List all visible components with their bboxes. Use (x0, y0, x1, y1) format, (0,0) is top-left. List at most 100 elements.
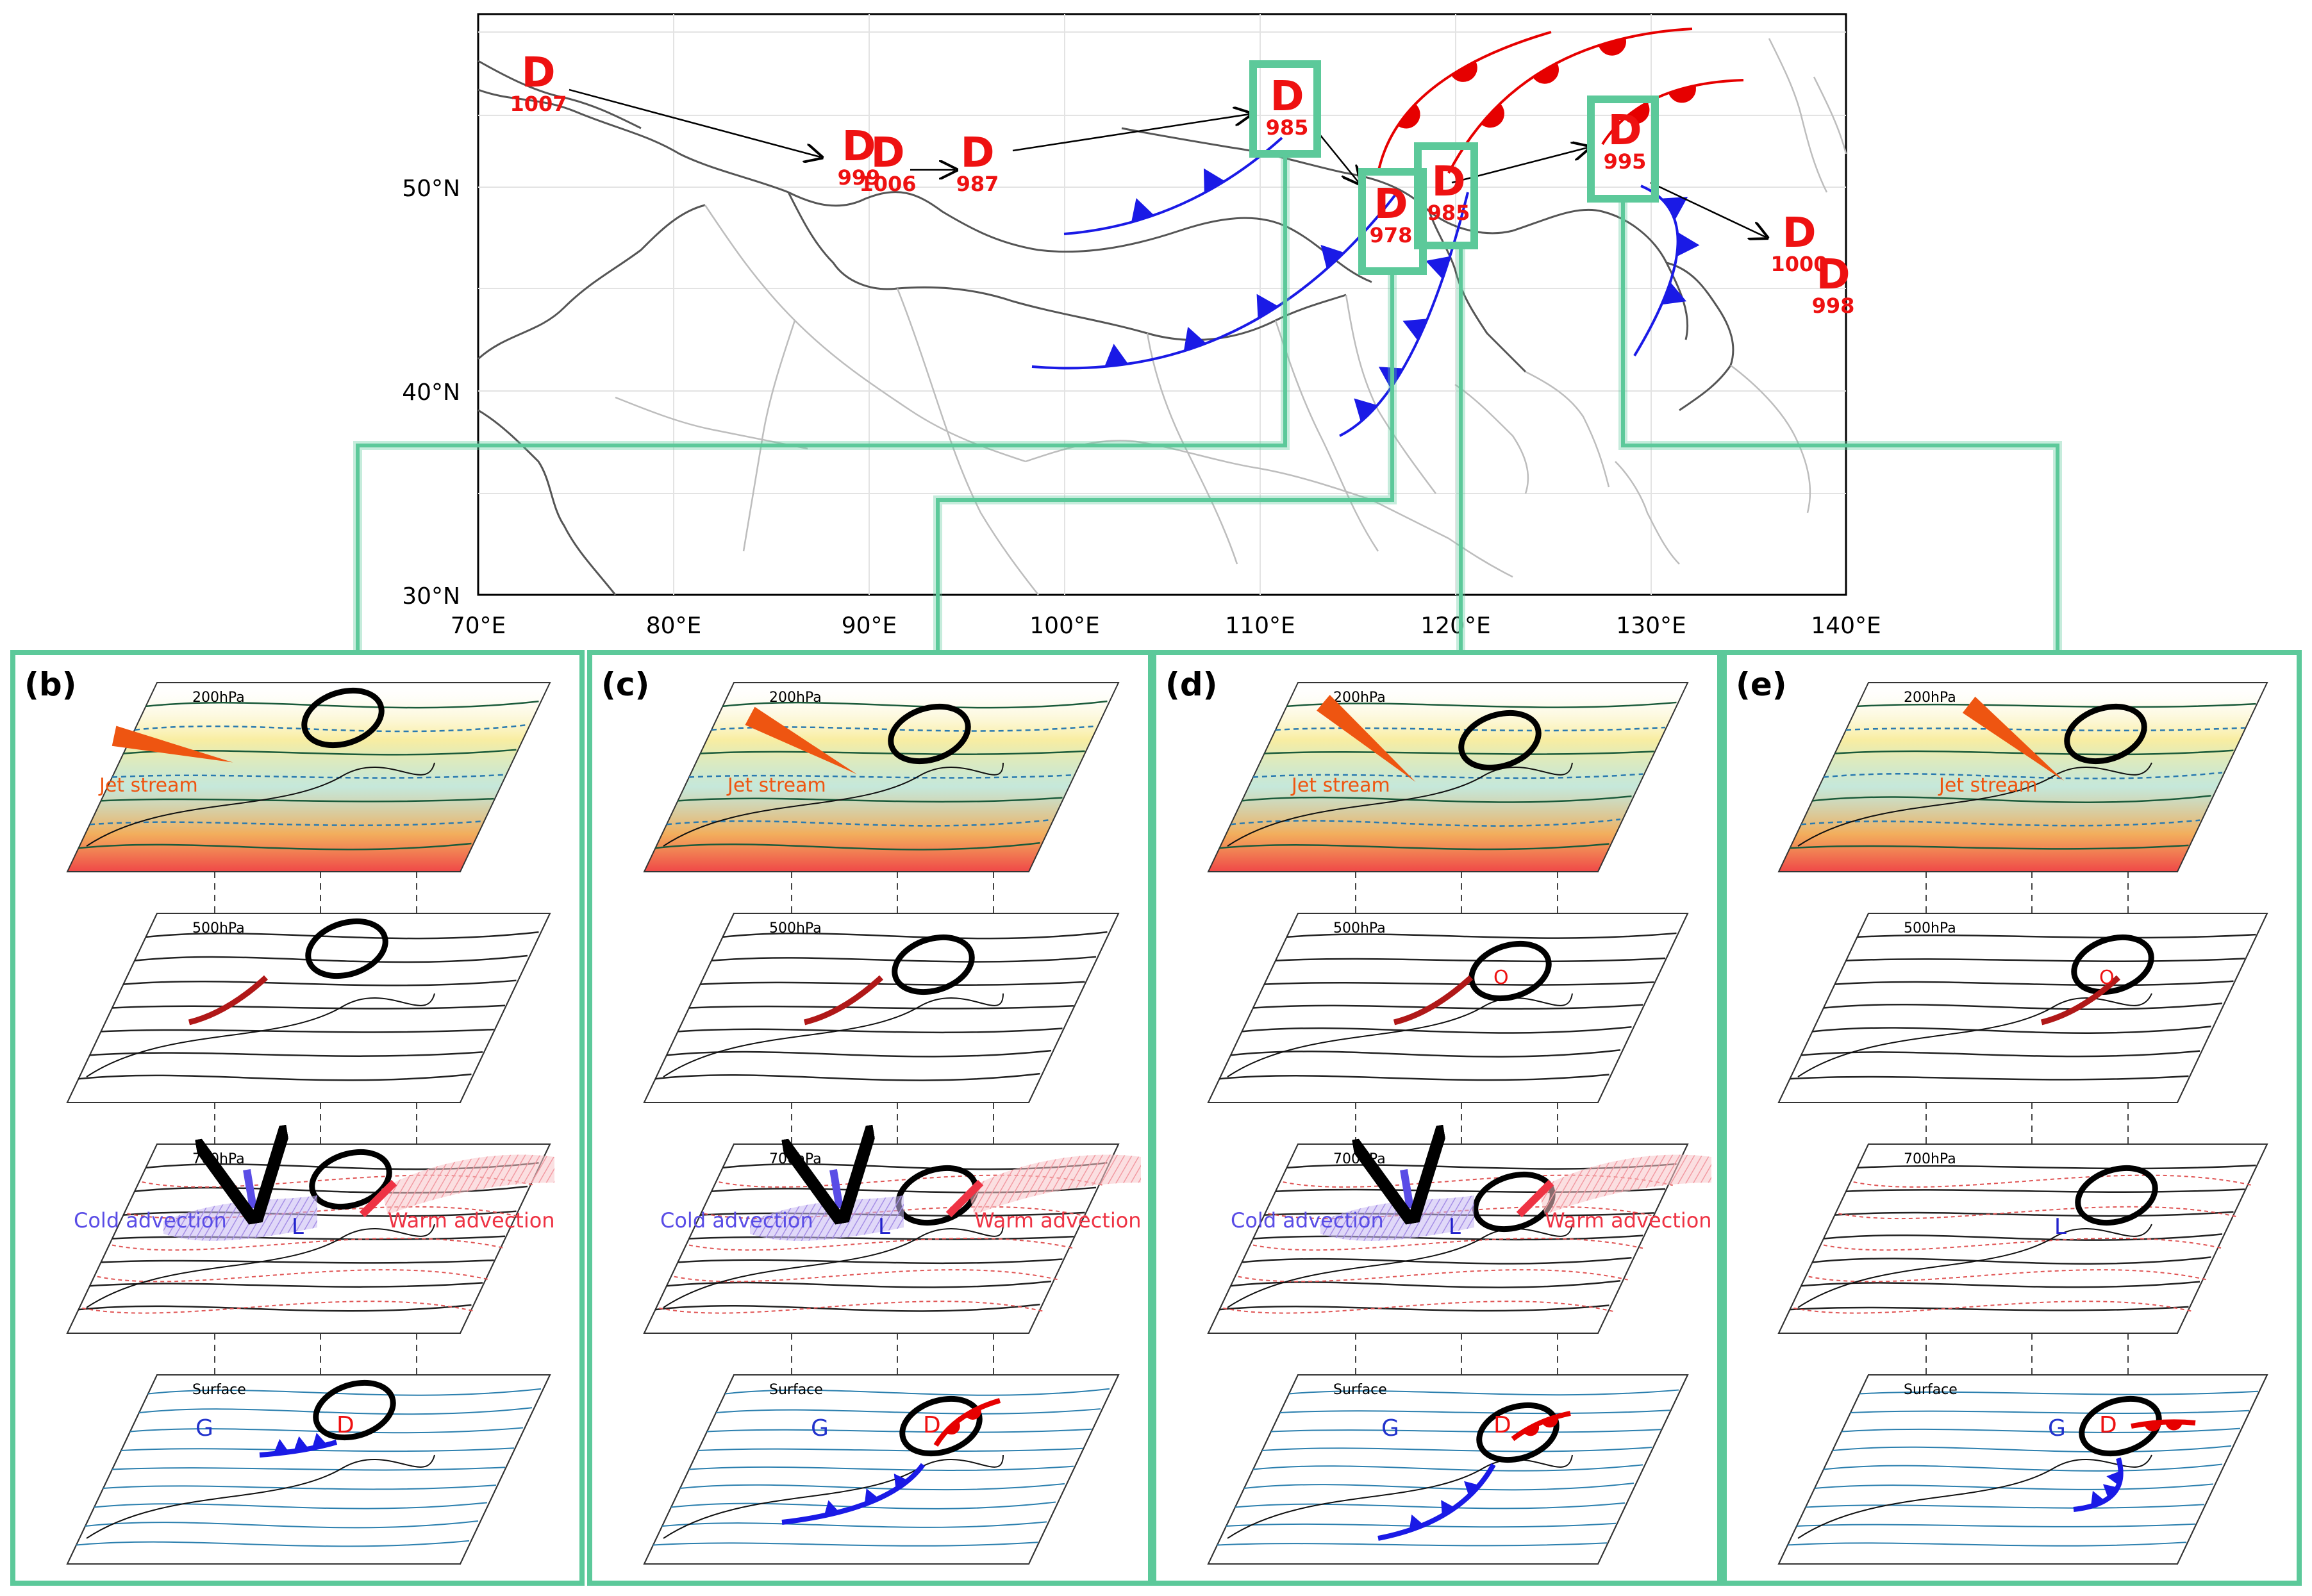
cold-front-triangle (1203, 168, 1226, 194)
contour-line (700, 750, 1085, 755)
level-label: Surface (1904, 1382, 1958, 1398)
contour-line (1275, 957, 1666, 963)
isobar (94, 1502, 488, 1509)
isotherm (1238, 1269, 1628, 1283)
warm-advection-label: Warm advection (1545, 1208, 1712, 1233)
layer-outline (643, 1374, 1120, 1565)
low-pressure-value: 995 (1604, 149, 1647, 174)
jet-stream-label: Jet stream (1938, 774, 2038, 797)
cold-advection-label: Cold advection (660, 1208, 813, 1233)
layer-outline (1777, 1374, 2268, 1565)
layer-frame (1207, 682, 1689, 872)
warm-front-semicircle (1533, 62, 1559, 84)
contour-line (711, 956, 1097, 963)
isotherm (97, 1269, 490, 1283)
layer-outline (1207, 1374, 1689, 1565)
connector-line (936, 271, 1394, 653)
contour-line (1230, 1049, 1621, 1058)
contour-line (688, 1235, 1074, 1240)
jet-stream-label: Jet stream (726, 774, 826, 797)
border-province (1454, 383, 1529, 494)
warm-front-line (1377, 31, 1552, 174)
warm-advection-arrow (945, 1179, 984, 1218)
track-arrow (569, 88, 820, 157)
contour-line (146, 701, 539, 709)
contour-line (1834, 749, 2234, 756)
jet-stream-label: Jet stream (98, 774, 198, 797)
contour-line (1252, 1234, 1643, 1241)
layer-outline (66, 913, 551, 1103)
level-label: 200hPa (1333, 690, 1386, 706)
contour-line (123, 979, 517, 986)
contour-line (1219, 1074, 1609, 1081)
surface-cold-front-triangle (312, 1433, 328, 1449)
coastline (1227, 1454, 1573, 1539)
focus-ellipse (2064, 703, 2147, 765)
isotherm (674, 1269, 1059, 1283)
layer-outline (1207, 1143, 1689, 1334)
level-label: 500hPa (192, 920, 245, 936)
trough-axis (1393, 975, 1474, 1026)
contour-line (78, 1304, 472, 1312)
border-country (787, 192, 1347, 341)
contour-line (688, 774, 1074, 779)
surface-warm-front (1511, 1411, 1571, 1442)
surface-warm-front-line (933, 1398, 1001, 1447)
contour-line (1812, 1256, 2211, 1265)
high-pressure-symbol: G (195, 1415, 213, 1442)
isobar (1243, 1483, 1634, 1491)
contour-line (678, 1027, 1063, 1034)
contour-line (1801, 819, 2200, 827)
isotherm (659, 1301, 1044, 1314)
warm-front (1447, 28, 1693, 174)
layer-outline (66, 1143, 551, 1334)
isotherm (704, 1206, 1089, 1220)
contour-line (722, 931, 1108, 940)
cold-front (1063, 137, 1283, 235)
surface-cold-front-triangle (1409, 1514, 1424, 1531)
isotherm (719, 1174, 1104, 1188)
isobar (129, 1427, 524, 1434)
border-country (1428, 211, 1527, 373)
lon-label: 80°E (646, 613, 702, 639)
isobar (688, 1465, 1074, 1471)
surface-cold-front-triangle (294, 1436, 309, 1452)
low-pressure-symbol: D (842, 123, 876, 170)
isobar (1217, 1542, 1608, 1547)
focus-ellipse (2075, 1165, 2158, 1226)
cold-front-triangle (1256, 294, 1279, 319)
panel-label: (c) (601, 666, 649, 703)
isobar (1270, 1429, 1661, 1433)
contour-line (1230, 1280, 1621, 1288)
border-province (1813, 76, 1847, 154)
isobar (661, 1521, 1047, 1528)
cold-front-triangle (1320, 244, 1345, 269)
isobar (76, 1540, 470, 1547)
panel-label: (d) (1165, 666, 1218, 703)
isotherm (688, 1237, 1074, 1251)
jet-stream-arrow (1317, 695, 1416, 782)
isobar (706, 1428, 1092, 1433)
contour-line (146, 931, 539, 940)
contour-line (112, 1235, 506, 1240)
low-700hpa: L (878, 1214, 890, 1240)
isobar (138, 1407, 533, 1415)
contour-line (134, 954, 528, 963)
focus-ellipse (313, 1379, 396, 1441)
focus-ellipse (2079, 1395, 2162, 1457)
coastline (1227, 993, 1573, 1077)
focus-ellipse (305, 918, 388, 979)
contour-line (1790, 1075, 2189, 1081)
surface-cold-front-triangle (273, 1439, 289, 1454)
contour-line (1286, 932, 1677, 939)
contour-line (1264, 981, 1654, 986)
level-label: 500hPa (1904, 920, 1956, 936)
panel-c: (c) 200hPa 500hPa 700hPa Surface Jet stream Co… (587, 650, 1153, 1586)
cold-advection-arrow (1404, 1170, 1410, 1208)
high-pressure-symbol: G (811, 1415, 829, 1442)
isobar (724, 1388, 1110, 1396)
lon-label: 110°E (1225, 613, 1295, 639)
lon-label: 130°E (1616, 613, 1686, 639)
contour-line (1823, 772, 2223, 779)
